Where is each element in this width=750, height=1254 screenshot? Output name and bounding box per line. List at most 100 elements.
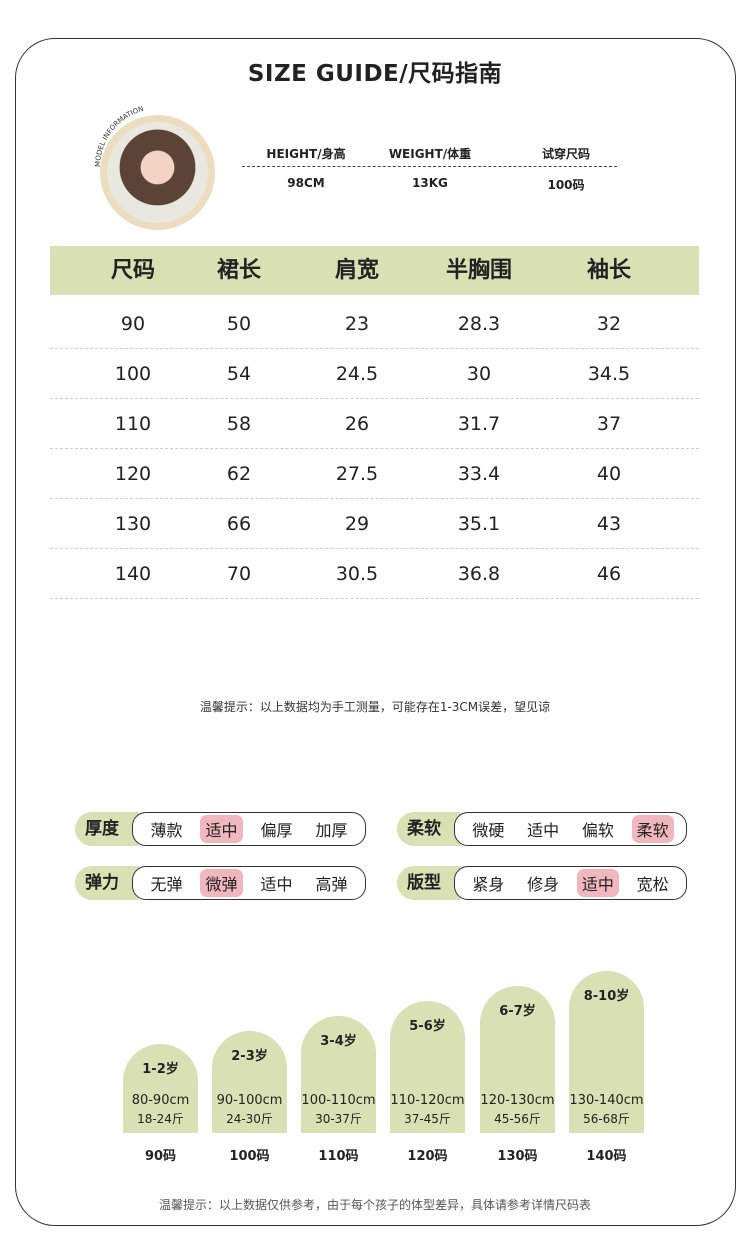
table-cell: 110 — [114, 413, 152, 435]
column-header: 尺码 — [110, 258, 155, 283]
table-cell: 27.5 — [335, 463, 379, 485]
table-cell: 34.5 — [587, 363, 631, 385]
row-divider — [50, 598, 699, 599]
model-avatar — [100, 115, 215, 230]
table-cell: 33.4 — [457, 463, 501, 485]
size-label: 120码 — [407, 1149, 448, 1164]
table-row: 140 70 30.5 36.8 46 — [50, 549, 699, 599]
table-row: 110 58 26 31.7 37 — [50, 399, 699, 449]
attribute-option: 偏厚 — [260, 821, 293, 840]
attribute-label: 柔软 — [397, 812, 461, 846]
attribute-option: 无弹 — [150, 875, 183, 894]
table-row: 100 54 24.5 30 34.5 — [50, 349, 699, 399]
column-header: 裙长 — [216, 258, 261, 283]
height-range: 100-110cm — [301, 1093, 376, 1108]
attribute-option: 修身 — [527, 875, 560, 894]
table-cell: 46 — [596, 563, 622, 585]
table-cell: 54 — [226, 363, 252, 385]
table-cell: 40 — [596, 463, 622, 485]
attribute-3: 版型 紧身 修身 适中 宽松 — [397, 866, 687, 900]
table-cell: 100 — [114, 363, 152, 385]
size-bar: 1-2岁 80-90cm 18-24斤 — [123, 1044, 198, 1133]
attribute-option: 宽松 — [636, 875, 669, 894]
attribute-option: 加厚 — [315, 821, 348, 840]
weight-range: 56-68斤 — [583, 1112, 630, 1126]
age-label: 8-10岁 — [583, 989, 630, 1004]
attribute-1: 柔软 微硬 适中 偏软 柔软 — [397, 812, 687, 846]
row-divider — [50, 498, 699, 499]
trial-size-value: 100码 — [547, 178, 585, 192]
height-range: 80-90cm — [131, 1093, 190, 1108]
weight-range: 30-37斤 — [315, 1112, 362, 1126]
trial-size-header: 试穿尺码 — [541, 147, 590, 161]
height-range: 90-100cm — [216, 1093, 283, 1108]
table-cell: 90 — [120, 313, 146, 335]
table-cell: 32 — [596, 313, 622, 335]
attribute-label: 厚度 — [75, 812, 139, 846]
age-label: 3-4岁 — [320, 1034, 357, 1049]
attribute-option-selected: 微弹 — [200, 869, 243, 897]
table-cell: 66 — [226, 513, 252, 535]
table-cell: 29 — [344, 513, 370, 535]
row-divider — [50, 348, 699, 349]
height-range: 120-130cm — [480, 1093, 555, 1108]
weight-range: 24-30斤 — [226, 1112, 273, 1126]
weight-header: WEIGHT/体重 — [388, 147, 472, 161]
table-cell: 24.5 — [335, 363, 379, 385]
attribute-option-selected: 柔软 — [631, 815, 674, 843]
table-cell: 43 — [596, 513, 622, 535]
attribute-option: 薄款 — [150, 821, 183, 840]
attribute-scale: 微硬 适中 偏软 柔软 — [454, 812, 687, 846]
column-header: 肩宽 — [334, 258, 379, 283]
table-cell: 31.7 — [457, 413, 501, 435]
age-label: 1-2岁 — [142, 1062, 179, 1077]
table-cell: 30.5 — [335, 563, 379, 585]
table-cell: 30 — [466, 363, 492, 385]
attribute-option: 高弹 — [315, 875, 348, 894]
age-label: 5-6岁 — [409, 1019, 446, 1034]
attribute-option: 适中 — [527, 821, 560, 840]
table-cell: 130 — [114, 513, 152, 535]
page-title: SIZE GUIDE/尺码指南 — [247, 61, 503, 87]
weight-value: 13KG — [412, 176, 448, 190]
reference-note: 温馨提示：以上数据仅供参考，由于每个孩子的体型差异，具体请参考详情尺码表 — [158, 1198, 591, 1212]
size-label: 90码 — [144, 1149, 177, 1164]
size-label: 100码 — [229, 1149, 270, 1164]
weight-range: 18-24斤 — [137, 1112, 184, 1126]
table-row: 120 62 27.5 33.4 40 — [50, 449, 699, 499]
table-cell: 28.3 — [457, 313, 501, 335]
row-divider — [50, 398, 699, 399]
height-range: 110-120cm — [390, 1093, 465, 1108]
row-divider — [50, 448, 699, 449]
height-header: HEIGHT/身高 — [266, 147, 346, 161]
attribute-option-selected: 适中 — [576, 869, 619, 897]
column-header: 半胸围 — [445, 258, 512, 283]
attribute-label: 弹力 — [75, 866, 139, 900]
attribute-option: 适中 — [260, 875, 293, 894]
attribute-scale: 无弹 微弹 适中 高弹 — [132, 866, 366, 900]
age-label: 6-7岁 — [499, 1004, 536, 1019]
attribute-option-selected: 适中 — [200, 815, 243, 843]
row-divider — [50, 548, 699, 549]
table-row: 90 50 23 28.3 32 — [50, 299, 699, 349]
table-cell: 62 — [226, 463, 252, 485]
table-cell: 70 — [226, 563, 252, 585]
attribute-option: 偏软 — [581, 821, 614, 840]
size-label: 110码 — [318, 1149, 359, 1164]
table-header: 尺码 裙长 肩宽 半胸围 袖长 — [50, 246, 699, 295]
attribute-option: 紧身 — [472, 875, 505, 894]
table-cell: 120 — [114, 463, 152, 485]
size-bar: 3-4岁 100-110cm 30-37斤 — [301, 1016, 376, 1133]
table-cell: 58 — [226, 413, 252, 435]
table-row: 130 66 29 35.1 43 — [50, 499, 699, 549]
weight-range: 45-56斤 — [494, 1112, 541, 1126]
table-cell: 140 — [114, 563, 152, 585]
table-cell: 35.1 — [457, 513, 501, 535]
size-label: 130码 — [497, 1149, 538, 1164]
height-value: 98CM — [287, 176, 325, 190]
weight-range: 37-45斤 — [404, 1112, 451, 1126]
size-bar: 6-7岁 120-130cm 45-56斤 — [480, 986, 555, 1133]
divider — [242, 166, 617, 167]
age-label: 2-3岁 — [231, 1049, 268, 1064]
table-cell: 26 — [344, 413, 370, 435]
